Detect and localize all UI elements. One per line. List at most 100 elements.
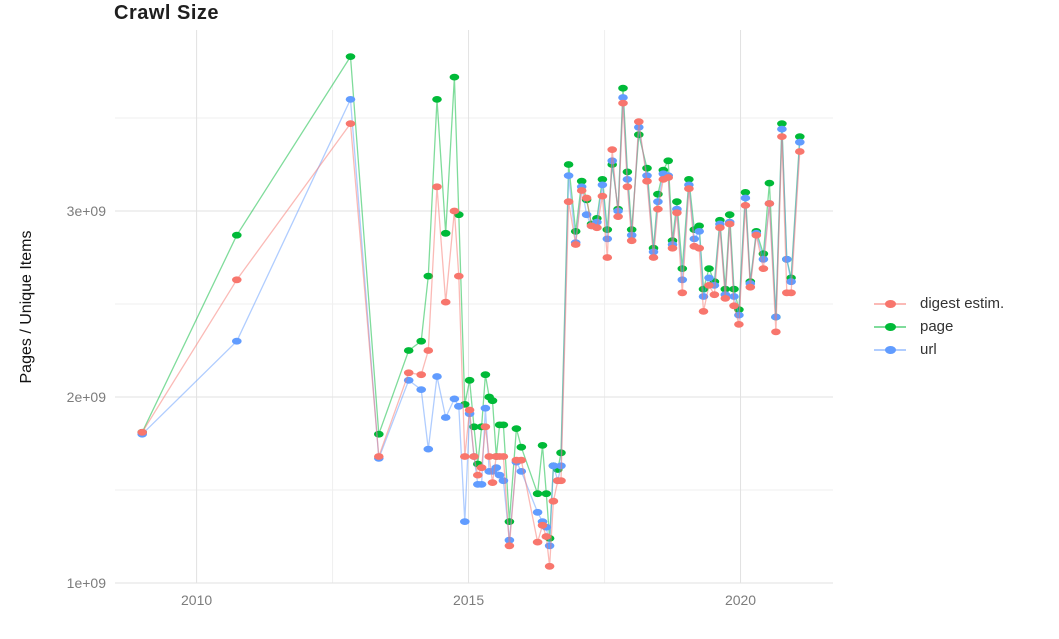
data-point-digest <box>626 237 637 245</box>
data-point-url <box>491 464 502 472</box>
data-point-url <box>597 181 608 189</box>
data-point-page <box>777 120 787 127</box>
data-point-page <box>576 177 587 185</box>
data-point-digest <box>454 272 464 280</box>
data-point-digest <box>734 321 744 328</box>
data-point-url <box>449 395 460 403</box>
data-point-digest <box>751 231 762 239</box>
data-point-page <box>541 490 552 498</box>
data-point-digest <box>423 347 434 354</box>
data-point-digest <box>460 453 470 460</box>
data-point-digest <box>667 244 678 252</box>
data-point-page <box>642 164 652 172</box>
data-point-digest <box>232 276 242 284</box>
data-point-page <box>570 228 581 235</box>
data-point-digest <box>771 328 781 336</box>
data-point-digest <box>795 148 805 155</box>
x-tick-label: 2020 <box>725 592 756 608</box>
data-point-digest <box>469 453 479 460</box>
data-point-digest <box>537 521 548 529</box>
data-point-digest <box>345 120 356 127</box>
data-point-page <box>232 231 242 239</box>
data-point-digest <box>613 213 623 221</box>
data-point-url <box>548 462 559 470</box>
data-point-digest <box>698 308 709 315</box>
data-point-url <box>786 278 796 286</box>
data-point-url <box>563 172 574 180</box>
legend-dot-icon <box>885 345 896 354</box>
data-point-url <box>602 235 613 243</box>
data-point-digest <box>563 198 574 206</box>
data-point-digest <box>642 177 652 185</box>
data-point-digest <box>403 369 414 377</box>
data-point-url <box>345 96 356 103</box>
data-point-digest <box>576 187 587 194</box>
data-point-url <box>494 471 505 479</box>
data-point-page <box>677 265 688 272</box>
data-point-page <box>537 442 548 449</box>
data-point-page <box>345 53 356 60</box>
data-point-url <box>782 255 792 263</box>
data-point-url <box>416 386 427 393</box>
data-point-url <box>440 414 451 421</box>
legend-dot-icon <box>885 322 896 331</box>
data-point-digest <box>449 207 460 215</box>
data-point-digest <box>440 298 451 306</box>
legend-swatch-digest-icon <box>874 298 906 310</box>
data-point-digest <box>541 533 552 540</box>
legend-swatch-page-icon <box>874 321 906 333</box>
data-point-url <box>532 508 543 516</box>
data-point-digest <box>704 282 714 289</box>
data-point-url <box>653 198 663 206</box>
legend-label: page <box>920 318 954 335</box>
data-point-digest <box>663 174 673 181</box>
data-point-digest <box>777 133 787 141</box>
data-point-page <box>672 198 682 206</box>
data-point-page <box>724 211 735 219</box>
data-point-url <box>642 172 652 180</box>
legend-item-digest: digest estim. <box>874 292 1004 315</box>
legend-item-page: page <box>874 315 1004 338</box>
data-point-page <box>704 265 714 272</box>
data-point-digest <box>709 291 720 299</box>
data-point-digest <box>729 302 739 310</box>
data-point-page <box>516 443 527 451</box>
data-point-digest <box>570 241 581 248</box>
data-point-digest <box>694 244 704 252</box>
x-tick-label: 2010 <box>181 592 212 608</box>
data-point-url <box>432 373 442 380</box>
data-point-page <box>487 397 498 405</box>
data-point-digest <box>740 202 751 209</box>
data-point-page <box>684 176 694 183</box>
data-point-digest <box>622 183 633 191</box>
data-point-url <box>476 481 487 488</box>
data-point-digest <box>432 183 442 191</box>
data-point-url <box>777 125 787 133</box>
data-point-page <box>694 222 704 230</box>
legend-label: url <box>920 341 937 358</box>
series-line-digest <box>141 102 801 567</box>
data-point-page <box>563 161 574 168</box>
data-point-url <box>795 138 805 146</box>
data-point-page <box>449 73 460 81</box>
data-point-digest <box>634 118 644 126</box>
data-point-page <box>597 176 608 183</box>
data-point-url <box>677 276 688 284</box>
legend-label: digest estim. <box>920 295 1005 312</box>
data-point-page <box>795 133 805 141</box>
data-point-digest <box>548 497 559 505</box>
data-point-page <box>432 96 442 103</box>
data-point-digest <box>581 194 592 202</box>
data-point-digest <box>498 453 509 460</box>
data-point-url <box>498 477 509 485</box>
data-point-digest <box>544 562 555 570</box>
data-point-page <box>511 425 522 432</box>
legend-swatch-url-icon <box>874 344 906 356</box>
data-point-url <box>704 274 714 282</box>
data-point-digest <box>607 146 617 154</box>
legend-item-url: url <box>874 338 1004 361</box>
data-point-page <box>440 229 451 237</box>
data-point-digest <box>484 453 495 460</box>
